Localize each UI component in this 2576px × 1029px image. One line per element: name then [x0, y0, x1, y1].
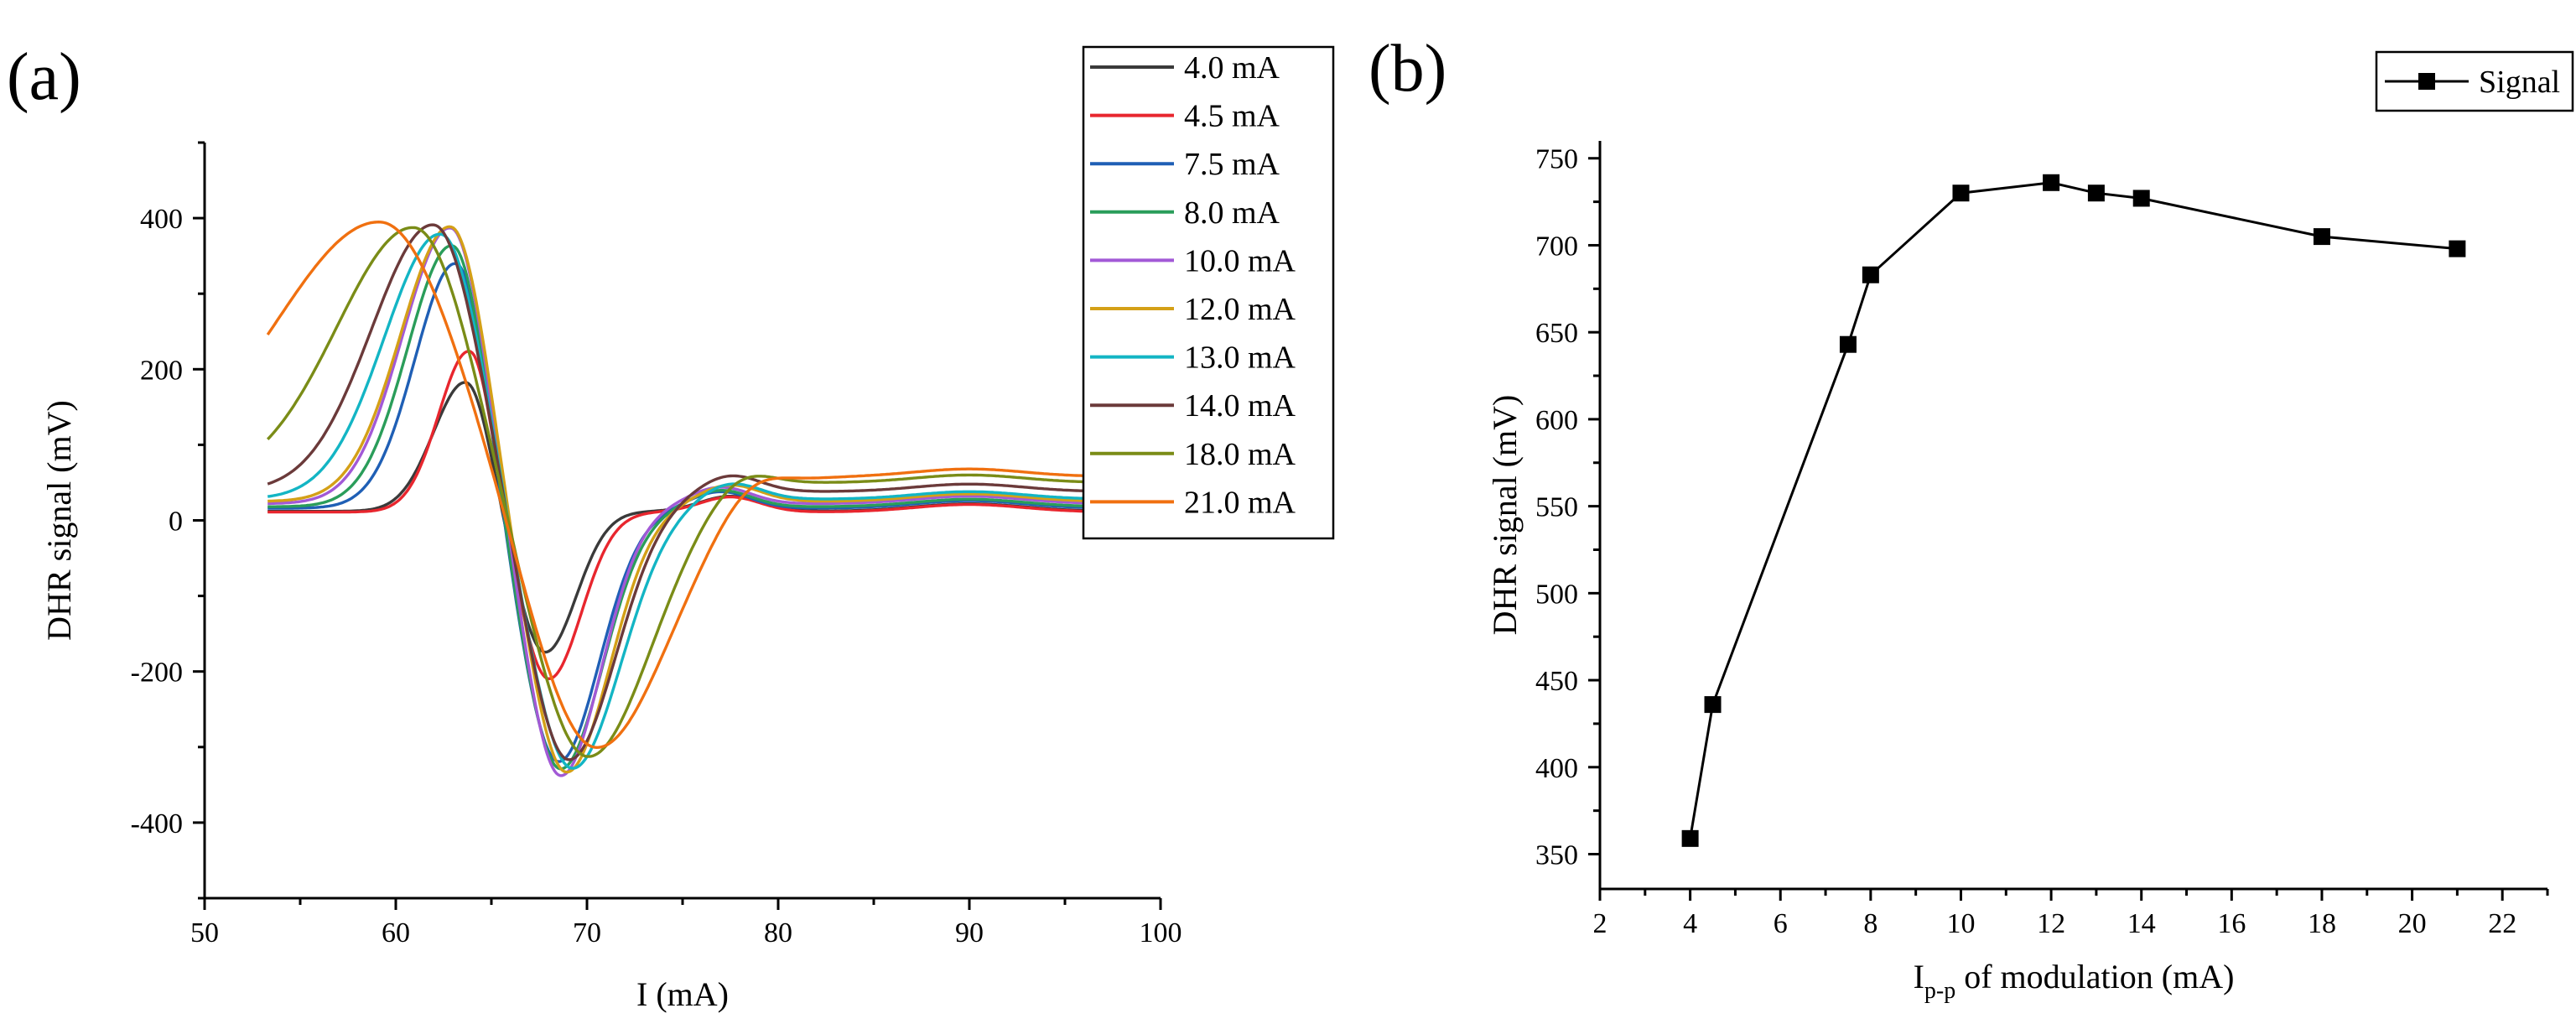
series-line-4-5-ma — [267, 350, 1161, 681]
panel-a-y-tick-label: 0 — [169, 507, 183, 538]
panel-b-label: (b) — [1368, 32, 1446, 106]
data-point-signal — [2132, 190, 2150, 207]
data-point-signal — [1952, 184, 1970, 202]
panel-b-series — [1681, 174, 2466, 847]
panel-a-legend-box — [1082, 45, 1335, 540]
series-line-14-0-ma — [267, 223, 1161, 761]
series-line-8-0-ma — [267, 244, 1161, 771]
data-point-signal — [2313, 228, 2330, 246]
panel-a-x-tick-label: 80 — [764, 917, 792, 948]
panel-b-x-tick-label: 16 — [2217, 908, 2246, 939]
panel-a-x-tick-label: 50 — [190, 917, 219, 948]
panel-b-y-tick-label: 650 — [1535, 318, 1578, 349]
panel-b-y-tick-label: 550 — [1535, 492, 1578, 523]
panel-b-axes: 2 4 6 8 10 12 14 16 18 20 22 350 400 450 500 550 600 650 7… — [1486, 141, 2549, 1004]
legend-label-8-0-ma: 8.0 mA — [1184, 195, 1280, 231]
legend-label-signal: Signal — [2479, 65, 2560, 100]
panel-b-y-tick-label: 600 — [1535, 405, 1578, 436]
panel-a-x-tick-label: 70 — [573, 917, 601, 948]
data-point-signal — [2043, 174, 2060, 191]
panel-a-y-axis-title: DHR signal (mV) — [40, 400, 78, 641]
panel-b-x-tick-label: 8 — [1863, 908, 1877, 939]
panel-b-x-tick-label: 4 — [1683, 908, 1697, 939]
panel-b-x-axis-title-main: I — [1914, 958, 1924, 995]
panel-a-label: (a) — [7, 40, 81, 114]
data-point-signal — [1839, 335, 1857, 353]
panel-b-y-tick-label: 700 — [1535, 231, 1578, 262]
legend-label-7-5-ma: 7.5 mA — [1184, 147, 1280, 182]
panel-b-x-axis-title-rest: of modulation (mA) — [1955, 958, 2234, 995]
panel-b: (b) 2 4 6 8 10 12 14 16 18 20 22 350 400 450 500 550 600… — [1368, 32, 2574, 1004]
panel-b-x-tick-label: 2 — [1593, 908, 1607, 939]
panel-a-series-lines — [266, 220, 1161, 777]
panel-b-y-tick-label: 500 — [1535, 579, 1578, 610]
panel-a-x-tick-label: 90 — [955, 917, 984, 948]
legend-label-12-0-ma: 12.0 mA — [1184, 292, 1296, 327]
series-line-signal — [1689, 181, 2458, 839]
panel-b-x-tick-label: 18 — [2308, 908, 2336, 939]
panel-a-x-tick-label: 60 — [382, 917, 410, 948]
panel-b-x-tick-label: 20 — [2398, 908, 2427, 939]
legend-label-21-0-ma: 21.0 mA — [1184, 485, 1296, 520]
panel-a-y-tick-label: -400 — [131, 808, 183, 839]
panel-a-x-axis-title: I (mA) — [636, 975, 729, 1013]
panel-b-y-tick-label: 750 — [1535, 144, 1578, 175]
panel-b-x-tick-label: 22 — [2488, 908, 2516, 939]
data-point-signal — [1681, 829, 1699, 847]
legend-label-4-5-ma: 4.5 mA — [1184, 99, 1280, 134]
panel-a-y-tick-label: 200 — [140, 355, 183, 386]
data-point-signal — [1862, 266, 1879, 283]
panel-b-x-tick-label: 14 — [2127, 908, 2156, 939]
legend-label-4-0-ma: 4.0 mA — [1184, 50, 1280, 86]
panel-b-x-tick-label: 10 — [1946, 908, 1975, 939]
series-line-18-0-ma — [266, 226, 1161, 758]
panel-b-legend: Signal — [2375, 50, 2574, 112]
panel-b-x-tick-label: 6 — [1774, 908, 1788, 939]
panel-a-x-tick-label: 100 — [1140, 917, 1182, 948]
panel-a-y-tick-label: -200 — [131, 657, 183, 689]
legend-label-13-0-ma: 13.0 mA — [1184, 340, 1296, 376]
legend-label-10-0-ma: 10.0 mA — [1184, 243, 1296, 278]
panel-b-y-tick-label: 350 — [1535, 840, 1578, 871]
panel-a: (a) 50 60 70 80 90 100 -400 -200 0 200 400 I (mA) DH… — [7, 40, 1335, 1013]
panel-b-x-axis-title: Ip-p of modulation (mA) — [1914, 958, 2235, 1004]
data-point-signal — [2087, 184, 2105, 202]
panel-b-y-tick-label: 400 — [1535, 753, 1578, 784]
panel-b-x-axis-title-sub: p-p — [1924, 978, 1955, 1004]
panel-b-y-tick-label: 450 — [1535, 666, 1578, 697]
legend-label-18-0-ma: 18.0 mA — [1184, 437, 1296, 472]
panel-a-y-tick-label: 400 — [140, 204, 183, 235]
data-point-signal — [1704, 696, 1722, 714]
data-point-signal — [2449, 240, 2466, 257]
panel-a-axes: 50 60 70 80 90 100 -400 -200 0 200 400 I (mA) DHR si… — [40, 141, 1182, 1013]
panel-b-y-axis-title: DHR signal (mV) — [1486, 395, 1524, 636]
legend-swatch-marker-signal — [2418, 73, 2435, 90]
series-line-21-0-ma — [266, 220, 1161, 750]
panel-a-legend: 4.0 mA 4.5 mA 7.5 mA 8.0 mA 10.0 mA 12.0 mA 13… — [1082, 45, 1335, 540]
series-line-4-0-ma — [267, 381, 1161, 654]
legend-label-14-0-ma: 14.0 mA — [1184, 388, 1296, 424]
panel-b-x-tick-label: 12 — [2037, 908, 2065, 939]
